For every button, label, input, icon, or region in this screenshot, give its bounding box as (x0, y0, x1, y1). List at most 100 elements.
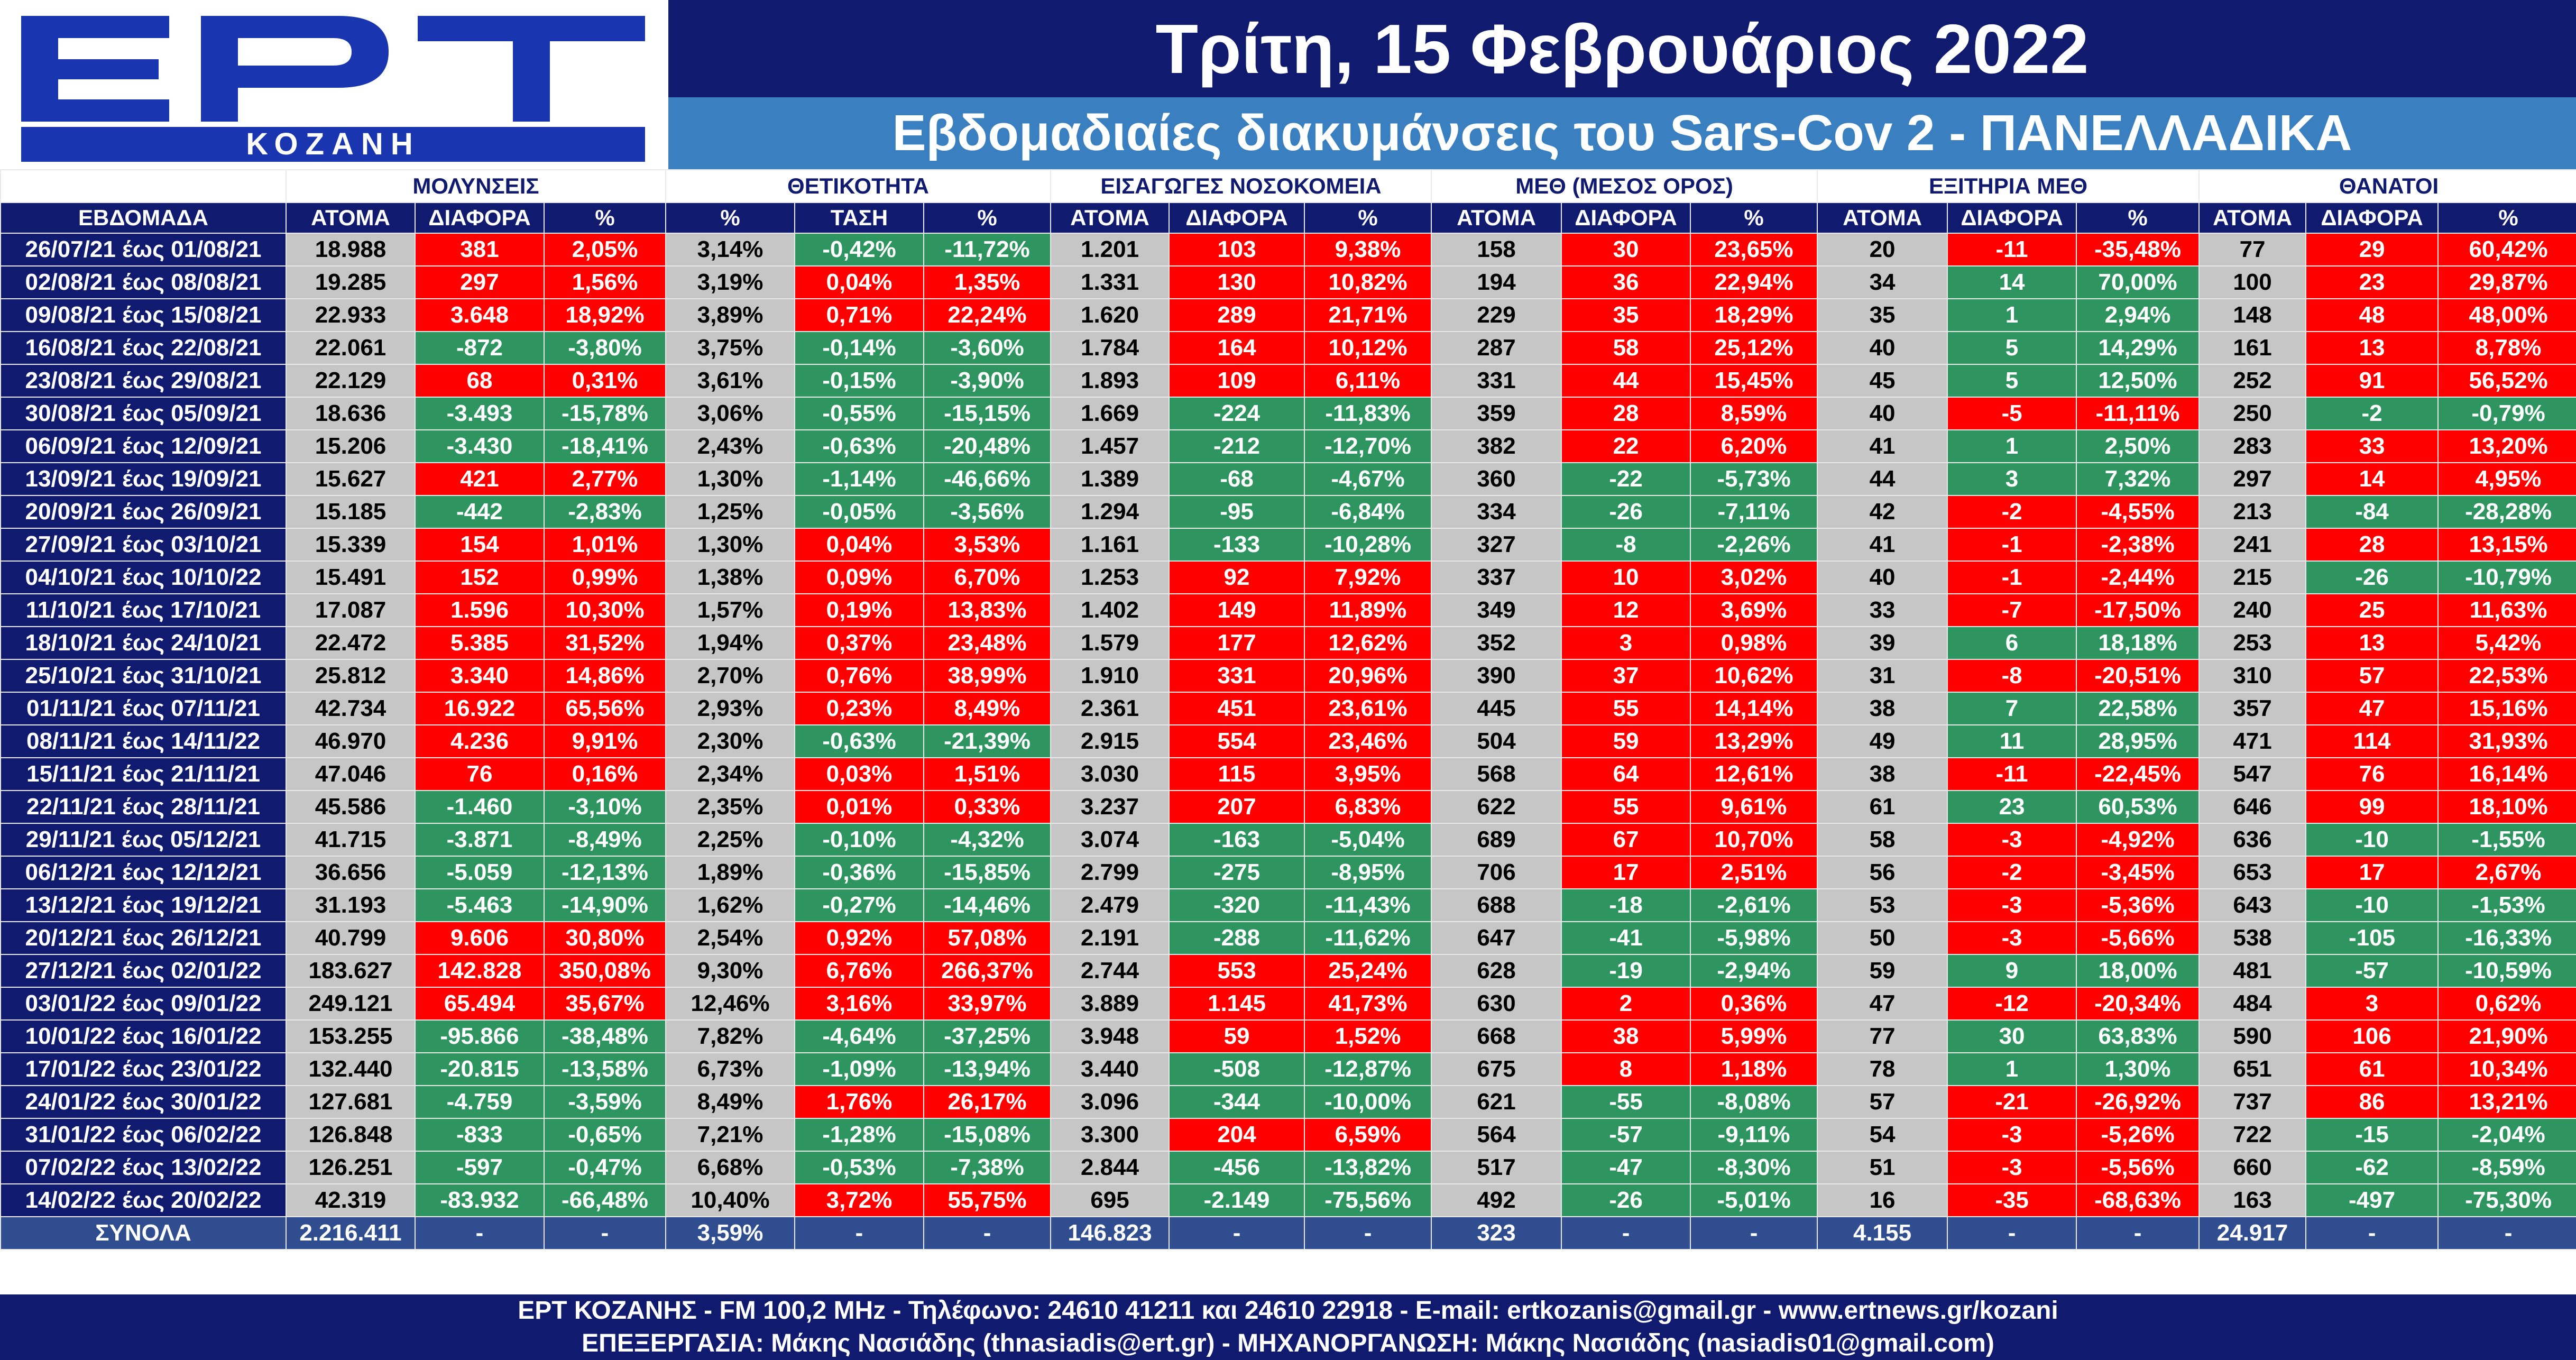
table-cell: 47 (2305, 692, 2439, 725)
table-cell: 283 (2198, 429, 2307, 463)
week-label: 13/12/21 έως 19/12/21 (0, 888, 287, 922)
table-cell: -12,70% (1304, 429, 1432, 463)
column-header: ΑΤΟΜΑ (2198, 202, 2307, 234)
table-cell: 1 (1947, 1052, 2077, 1086)
table-cell: -8,08% (1690, 1085, 1818, 1119)
table-cell: 451 (1169, 692, 1305, 725)
table-cell: 204 (1169, 1118, 1305, 1152)
table-cell: 55 (1561, 692, 1691, 725)
table-cell: -57 (1561, 1118, 1691, 1152)
table-cell: 213 (2198, 495, 2307, 529)
table-cell: 28 (1561, 397, 1691, 430)
table-cell: -55 (1561, 1085, 1691, 1119)
totals-cell: - (1304, 1216, 1432, 1250)
table-cell: 621 (1431, 1085, 1562, 1119)
table-cell: 7,82% (665, 1019, 795, 1053)
table-cell: 22 (1561, 429, 1691, 463)
table-cell: -3 (1947, 823, 2077, 857)
table-cell: 58 (1561, 331, 1691, 365)
table-cell: 327 (1431, 528, 1562, 562)
table-cell: 6,76% (794, 954, 924, 988)
column-header: ΑΤΟΜΑ (1050, 202, 1170, 234)
column-header: ΑΤΟΜΑ (1431, 202, 1562, 234)
table-cell: 2.915 (1050, 724, 1170, 758)
table-cell: 6,68% (665, 1151, 795, 1184)
table-cell: -0,10% (794, 823, 924, 857)
table-cell: -2 (2305, 397, 2439, 430)
table-cell: 250 (2198, 397, 2307, 430)
table-row: 13/09/21 έως 19/09/21 15.627 421 2,77% 1,30%… (0, 462, 2576, 496)
table-cell: 15.339 (286, 528, 416, 562)
table-cell: 4.236 (415, 724, 545, 758)
table-cell: -2,44% (2076, 560, 2200, 594)
column-header: % (544, 202, 666, 234)
table-cell: 22.061 (286, 331, 416, 365)
table-cell: 59 (1169, 1019, 1305, 1053)
table-cell: 5.385 (415, 626, 545, 660)
ert-kozani-logo: ΚΟΖΑΝΗ (0, 0, 668, 169)
table-cell: 31,93% (2437, 724, 2576, 758)
table-cell: 1.331 (1050, 265, 1170, 299)
table-cell: 484 (2198, 987, 2307, 1021)
group-header: ΕΞΙΤΗΡΙΑ ΜΕΘ (1817, 169, 2200, 203)
table-cell: -15,15% (923, 397, 1052, 430)
totals-label: ΣΥΝΟΛΑ (0, 1216, 287, 1250)
week-label: 24/01/22 έως 30/01/22 (0, 1085, 287, 1119)
table-cell: 722 (2198, 1118, 2307, 1152)
table-cell: -3,60% (923, 331, 1052, 365)
table-cell: -0,65% (544, 1118, 666, 1152)
table-cell: -11,83% (1304, 397, 1432, 430)
table-cell: 13,83% (923, 593, 1052, 627)
table-cell: 142.828 (415, 954, 545, 988)
table-cell: 23 (2305, 265, 2439, 299)
week-label: 27/12/21 έως 02/01/22 (0, 954, 287, 988)
table-cell: 0,71% (794, 298, 924, 332)
table-cell: 10,40% (665, 1183, 795, 1217)
table-cell: 6,20% (1690, 429, 1818, 463)
table-cell: 37 (1561, 659, 1691, 693)
table-cell: 7,21% (665, 1118, 795, 1152)
table-cell: 1.669 (1050, 397, 1170, 430)
week-label: 30/08/21 έως 05/09/21 (0, 397, 287, 430)
table-cell: -20,48% (923, 429, 1052, 463)
table-cell: 126.251 (286, 1151, 416, 1184)
table-cell: 1.784 (1050, 331, 1170, 365)
table-cell: 41,73% (1304, 987, 1432, 1021)
table-cell: 3,72% (794, 1183, 924, 1217)
table-cell: 47.046 (286, 757, 416, 791)
table-cell: 9 (1947, 954, 2077, 988)
table-cell: -12,87% (1304, 1052, 1432, 1086)
table-cell: 382 (1431, 429, 1562, 463)
table-cell: 70,00% (2076, 265, 2200, 299)
table-cell: -0,55% (794, 397, 924, 430)
table-cell: -3 (1947, 1151, 2077, 1184)
table-cell: -0,05% (794, 495, 924, 529)
table-cell: 7 (1947, 692, 2077, 725)
table-cell: 651 (2198, 1052, 2307, 1086)
page-subtitle: Εβδομαδιαίες διακυμάνσεις του Sars-Cov 2… (668, 97, 2576, 169)
table-cell: 41 (1817, 528, 1948, 562)
table-cell: 3.300 (1050, 1118, 1170, 1152)
table-cell: 359 (1431, 397, 1562, 430)
table-cell: 3,06% (665, 397, 795, 430)
table-cell: 13,20% (2437, 429, 2576, 463)
week-label: 20/09/21 έως 26/09/21 (0, 495, 287, 529)
table-cell: 564 (1431, 1118, 1562, 1152)
table-cell: 2,25% (665, 823, 795, 857)
table-row: 22/11/21 έως 28/11/21 45.586 -1.460 -3,10% 2… (0, 790, 2576, 824)
table-cell: -95.866 (415, 1019, 545, 1053)
table-cell: 22,53% (2437, 659, 2576, 693)
table-cell: 11 (1947, 724, 2077, 758)
table-cell: 194 (1431, 265, 1562, 299)
table-cell: -224 (1169, 397, 1305, 430)
table-cell: 177 (1169, 626, 1305, 660)
table-cell: 38,99% (923, 659, 1052, 693)
table-cell: 13 (2305, 626, 2439, 660)
table-cell: 3,14% (665, 233, 795, 267)
table-cell: 1.893 (1050, 364, 1170, 398)
table-cell: 15.627 (286, 462, 416, 496)
table-cell: 1,30% (665, 528, 795, 562)
table-row: 15/11/21 έως 21/11/21 47.046 76 0,16% 2,34% 0… (0, 757, 2576, 791)
table-row: 09/08/21 έως 15/08/21 22.933 3.648 18,92% 3,… (0, 298, 2576, 332)
table-cell: -11,43% (1304, 888, 1432, 922)
